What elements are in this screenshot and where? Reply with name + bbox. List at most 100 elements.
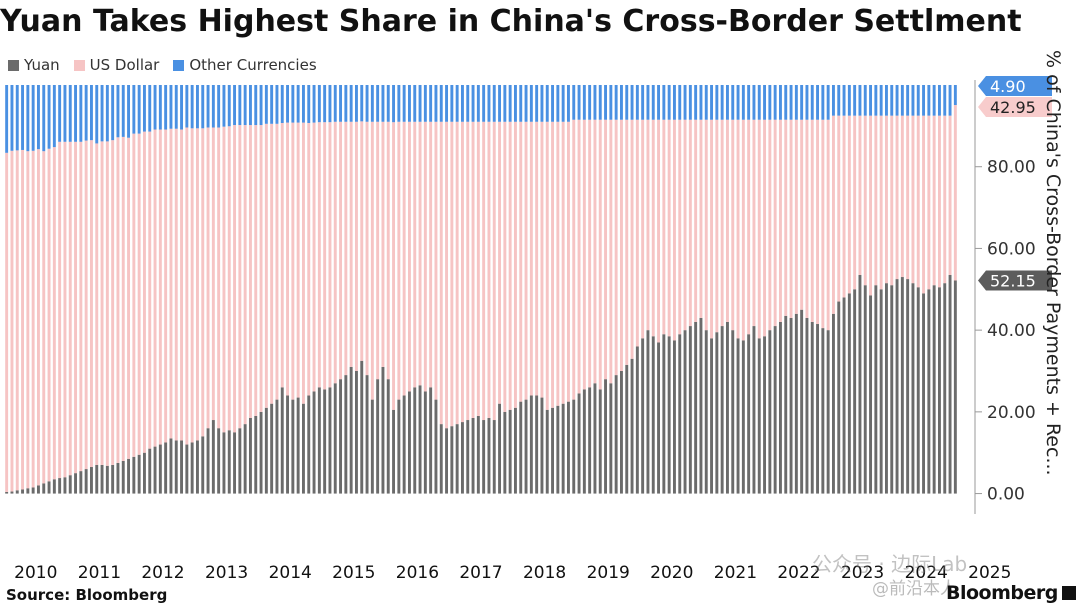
bar-other (476, 85, 480, 122)
bar-other (376, 85, 380, 122)
bar-yuan (466, 420, 470, 494)
bar-usd (900, 115, 904, 278)
bar-other (805, 85, 809, 120)
bar-other (789, 85, 793, 120)
bar-other (402, 85, 406, 122)
bar-usd (476, 121, 480, 416)
bar-other (354, 85, 358, 122)
bar-usd (21, 149, 25, 490)
bar-usd (513, 121, 517, 408)
bar-other (694, 85, 698, 120)
watermark-handle: @前沿本人 (872, 579, 957, 599)
legend-item-yuan: Yuan (8, 56, 60, 74)
bar-yuan (397, 399, 401, 494)
watermark: 公众号 · 边际Lab (812, 552, 968, 576)
bar-yuan (720, 326, 724, 494)
bar-other (217, 85, 221, 128)
bar-yuan (863, 285, 867, 494)
bar-yuan (800, 309, 804, 494)
bar-yuan (625, 364, 629, 494)
bar-usd (47, 148, 51, 482)
x-tick-label: 2017 (459, 563, 502, 583)
bar-other (466, 85, 470, 122)
bar-yuan (264, 407, 268, 494)
bar-yuan (641, 338, 645, 494)
bar-other (190, 85, 194, 129)
bar-other (710, 85, 714, 120)
bar-yuan (948, 274, 952, 494)
bar-usd (402, 121, 406, 396)
bar-yuan (10, 491, 14, 494)
bar-yuan (911, 283, 915, 494)
bar-yuan (900, 277, 904, 494)
bar-yuan (853, 289, 857, 494)
source-note: Source: Bloomberg (6, 586, 168, 604)
bar-yuan (455, 424, 459, 494)
bar-yuan (725, 321, 729, 494)
bar-usd (158, 129, 162, 445)
bar-other (635, 85, 639, 120)
bar-other (778, 85, 782, 120)
bar-yuan (715, 332, 719, 494)
bar-yuan (667, 336, 671, 494)
bar-yuan (21, 489, 25, 494)
bar-usd (731, 119, 735, 331)
bar-usd (747, 119, 751, 335)
bar-yuan (906, 279, 910, 494)
bar-usd (895, 115, 899, 280)
bar-other (79, 85, 83, 142)
bar-other (15, 85, 19, 151)
bar-usd (932, 115, 936, 286)
bar-usd (524, 121, 528, 400)
bar-yuan (376, 379, 380, 494)
bar-yuan (270, 403, 274, 494)
x-tick-label: 2014 (269, 563, 312, 583)
bar-other (26, 85, 30, 152)
latest-tag-label-yuan: 52.15 (990, 272, 1036, 291)
bar-other (127, 85, 131, 138)
bar-usd (694, 119, 698, 322)
bar-yuan (635, 346, 639, 494)
bar-other (858, 85, 862, 116)
bar-usd (577, 119, 581, 394)
bar-other (800, 85, 804, 120)
bar-usd (270, 123, 274, 404)
bar-other (513, 85, 517, 122)
bar-yuan (789, 317, 793, 494)
bar-usd (42, 151, 46, 484)
bar-other (42, 85, 46, 152)
bar-usd (503, 121, 507, 412)
legend-swatch-usd (73, 59, 85, 71)
bar-yuan (672, 340, 676, 494)
bar-other (715, 85, 719, 120)
brand-logo: Bloomberg (946, 582, 1076, 604)
bar-other (535, 85, 539, 122)
bar-usd (847, 115, 851, 294)
bar-other (884, 85, 888, 116)
bar-yuan (699, 317, 703, 494)
bar-yuan (280, 387, 284, 494)
bar-other (609, 85, 613, 120)
bar-yuan (291, 399, 295, 494)
bar-usd (678, 119, 682, 335)
bar-other (439, 85, 443, 122)
bar-usd (227, 126, 231, 431)
bar-yuan (36, 485, 40, 494)
bar-usd (206, 127, 210, 429)
bar-usd (720, 119, 724, 327)
bar-other (874, 85, 878, 116)
legend-item-other: Other Currencies (173, 56, 317, 74)
bar-usd (312, 122, 316, 392)
x-tick-label: 2016 (396, 563, 439, 583)
bar-usd (95, 143, 99, 465)
bar-usd (100, 141, 104, 465)
bar-usd (275, 123, 279, 400)
bar-usd (307, 123, 311, 396)
y-tick-label: 20.00 (987, 403, 1036, 423)
bar-yuan (217, 428, 221, 494)
bar-yuan (821, 328, 825, 494)
bar-other (370, 85, 374, 122)
bar-yuan (418, 385, 422, 494)
bar-other (757, 85, 761, 120)
bar-other (911, 85, 915, 116)
